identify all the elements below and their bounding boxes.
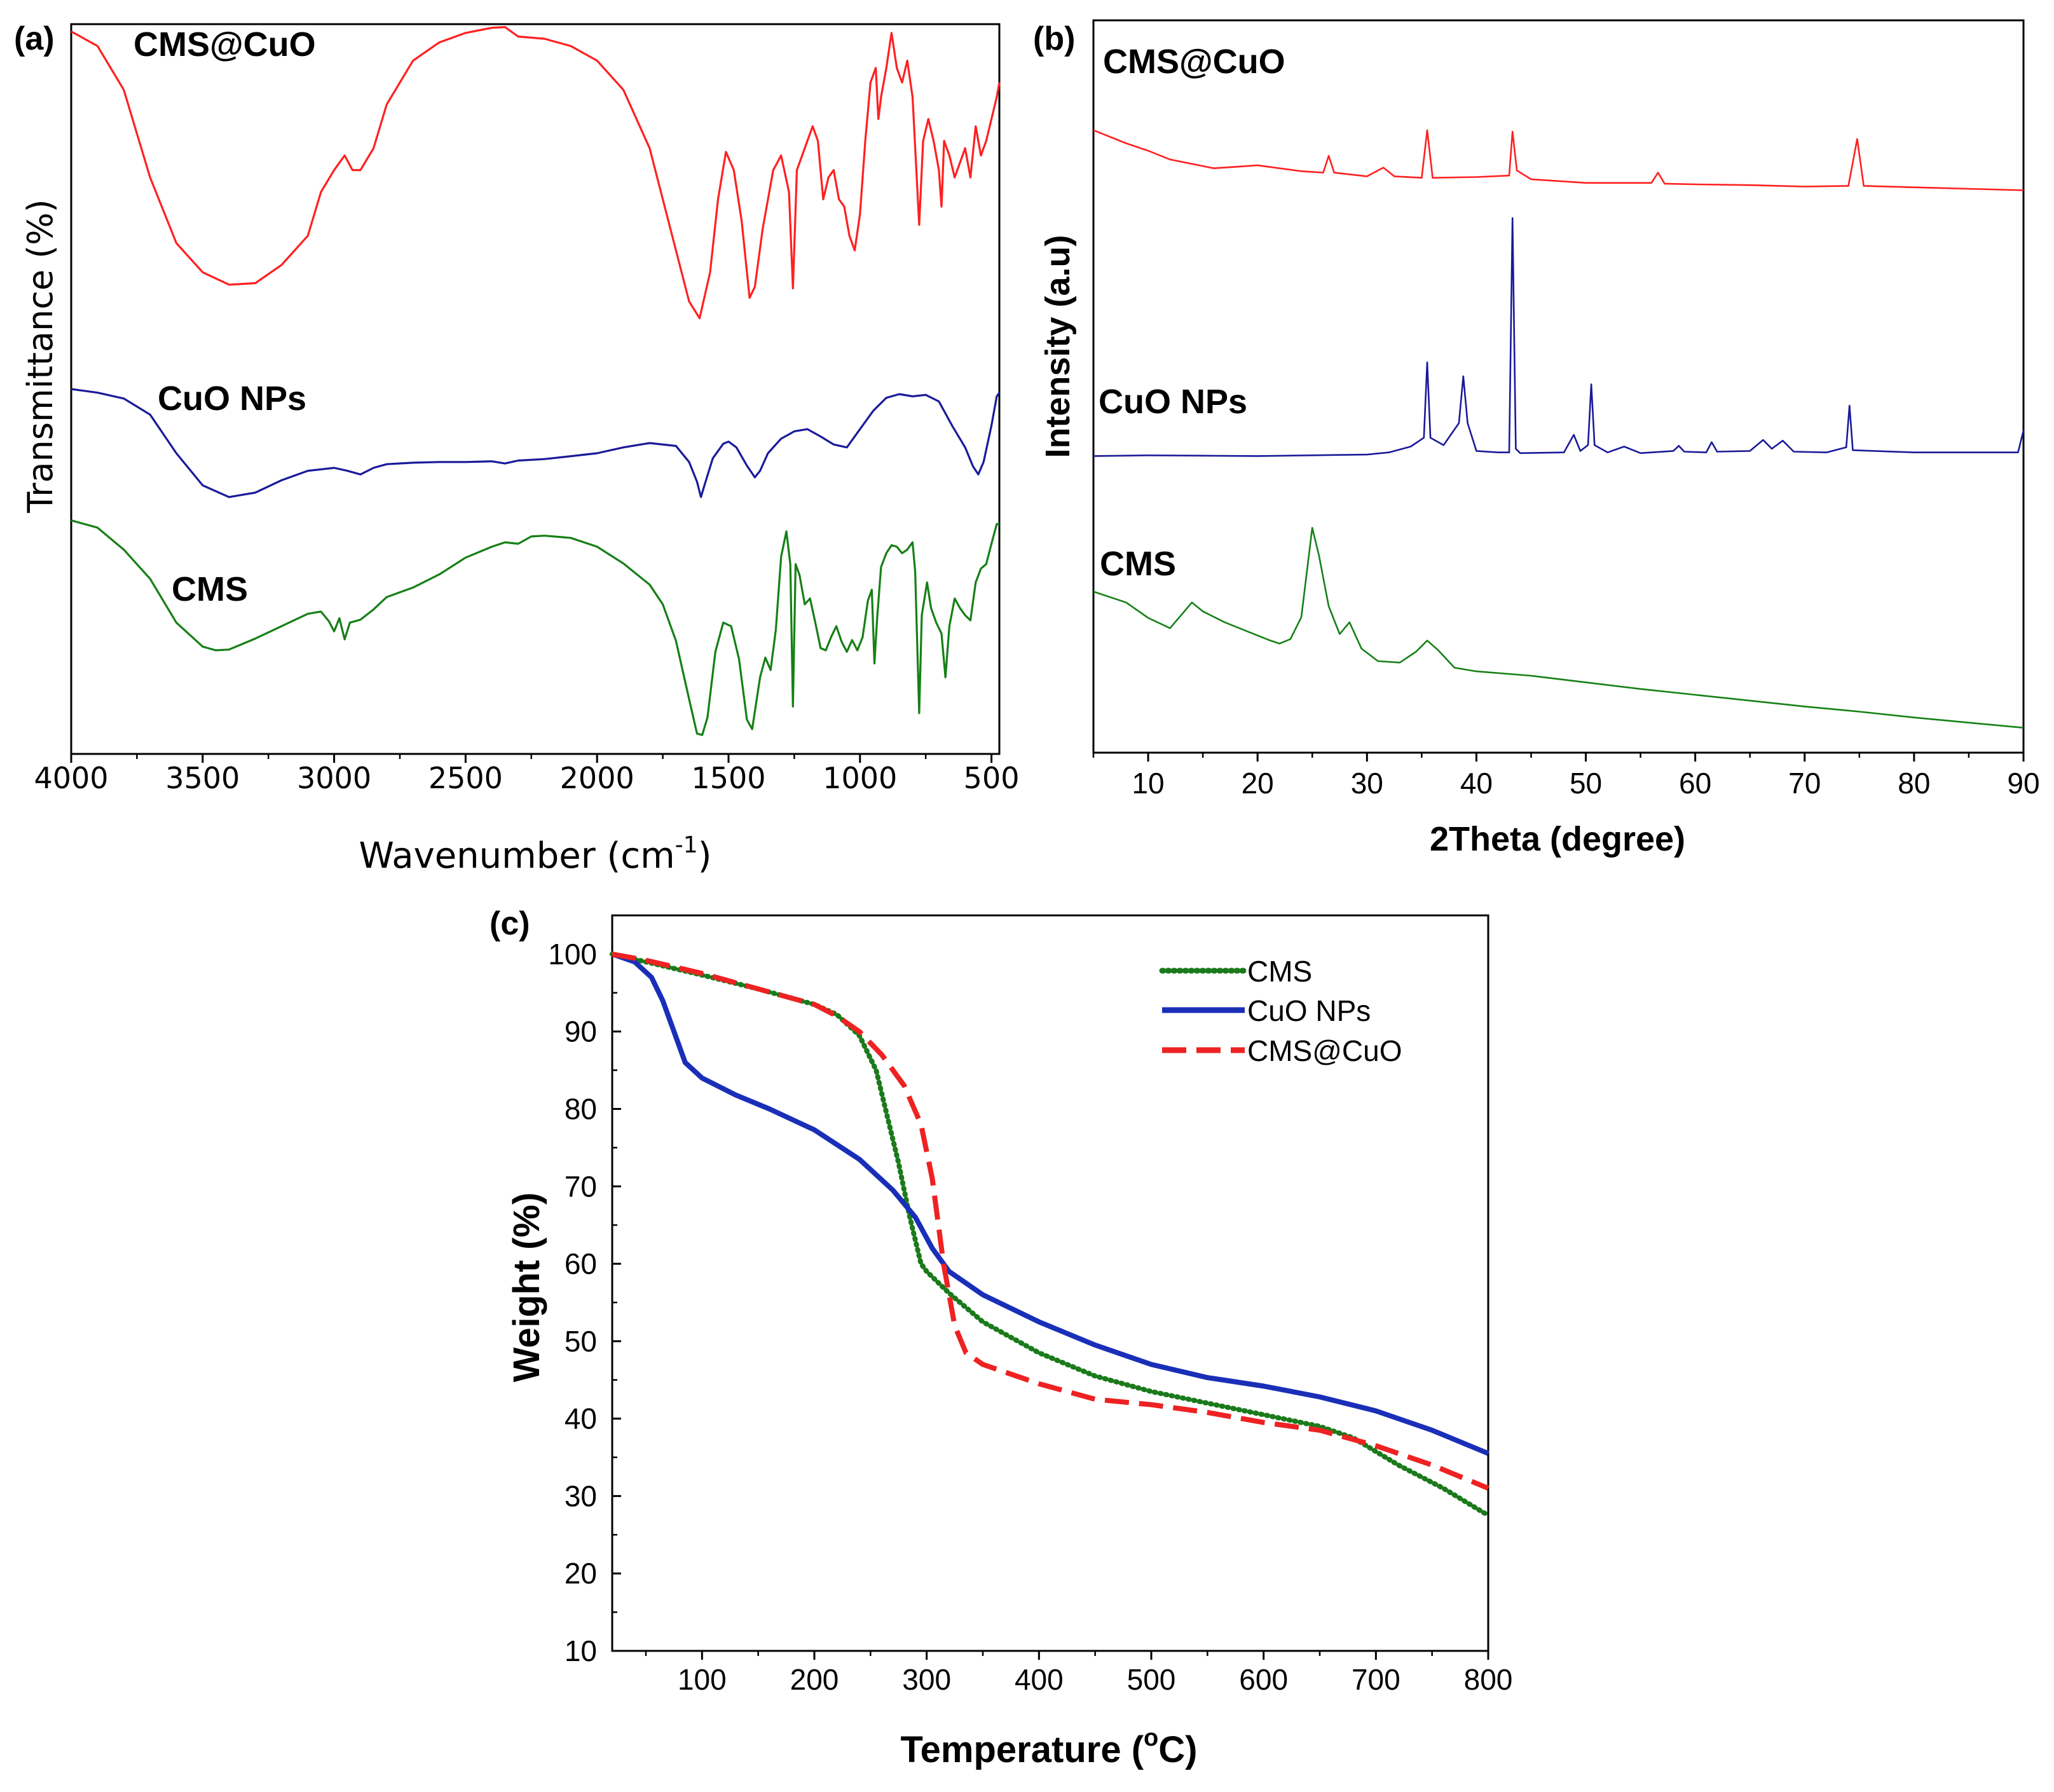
panel-b-series-label-cms: CMS [1100, 545, 1176, 583]
panel-c-ticks: 100 200 300 400 500 600 700 800 10 20 30 40 50 60 70 80… [548, 938, 1512, 1696]
legend-label-cms: CMS [1247, 955, 1312, 988]
x-tick-label: 1500 [691, 761, 765, 795]
x-tick-label: 90 [2007, 767, 2039, 800]
legend-label-cms-cuo: CMS@CuO [1247, 1034, 1402, 1067]
panel-a-series-label-cms: CMS [172, 570, 248, 608]
panel-c-xlabel-main: Temperature ( [901, 1729, 1144, 1770]
x-tick-label: 4000 [34, 761, 108, 795]
panel-a-series [71, 26, 1001, 736]
y-tick-label: 100 [548, 938, 597, 971]
y-tick-label: 80 [565, 1092, 597, 1125]
panel-a-xlabel-main: Wavenumber (cm [359, 835, 674, 877]
panel-c-xlabel-close: C) [1158, 1729, 1197, 1770]
x-tick-label: 40 [1460, 767, 1493, 800]
y-tick-label: 30 [565, 1479, 597, 1512]
panel-c-frame [611, 914, 1489, 1652]
panel-b: (b) 10 20 30 40 50 60 70 80 90 CMS@CuO CuO NPs C… [1033, 19, 2040, 858]
panel-c-legend: CMS CuO NPs CMS@CuO [1159, 955, 1402, 1067]
x-tick-label: 300 [902, 1663, 951, 1696]
y-tick-label: 40 [565, 1402, 597, 1435]
panel-a-xlabel-sup: -1 [675, 832, 698, 858]
series-line-cuo-nps [611, 952, 1489, 1456]
series-line-cms-cuo [1093, 129, 2024, 191]
series-line-cms [1093, 527, 2024, 729]
x-tick-label: 80 [1898, 767, 1930, 800]
legend-label-cuo-nps: CuO NPs [1247, 994, 1371, 1027]
panel-a-xlabel-close: ) [698, 835, 712, 877]
panel-b-frame [1092, 19, 2025, 754]
panel-b-series-label-cuo-nps: CuO NPs [1099, 383, 1247, 421]
panel-a-x-ticks: 4000 3500 3000 2500 2000 1500 1000 500 [34, 754, 1019, 795]
x-tick-label: 20 [1242, 767, 1274, 800]
x-tick-label: 70 [1788, 767, 1821, 800]
x-tick-label: 1000 [823, 761, 897, 795]
x-tick-label: 500 [1127, 1663, 1176, 1696]
x-tick-label: 10 [1132, 767, 1164, 800]
x-tick-label: 700 [1352, 1663, 1400, 1696]
x-tick-label: 100 [678, 1663, 727, 1696]
series-line-cms-cuo [71, 26, 1001, 320]
x-tick-label: 30 [1351, 767, 1383, 800]
panel-b-x-ticks: 10 20 30 40 50 60 70 80 90 [1092, 753, 2040, 800]
x-tick-label: 500 [964, 761, 1020, 795]
panel-a-ylabel: Transmittance (%) [20, 199, 60, 514]
x-tick-label: 2000 [560, 761, 634, 795]
panel-c-xlabel-sup: o [1144, 1725, 1158, 1751]
panel-a-series-label-cms-cuo: CMS@CuO [134, 25, 316, 64]
x-tick-label: 800 [1464, 1663, 1513, 1696]
y-tick-label: 10 [565, 1634, 597, 1667]
x-tick-label: 60 [1679, 767, 1711, 800]
panel-c-xlabel: Temperature (oC) [901, 1725, 1198, 1770]
x-tick-label: 3000 [297, 761, 371, 795]
x-tick-label: 600 [1239, 1663, 1288, 1696]
panel-c-label: (c) [490, 905, 530, 942]
panel-a-series-label-cuo-nps: CuO NPs [158, 380, 306, 418]
x-tick-label: 3500 [165, 761, 240, 795]
panel-b-label: (b) [1033, 20, 1075, 57]
panel-b-xlabel: 2Theta (degree) [1430, 820, 1685, 858]
panel-c-series [610, 951, 1491, 1518]
series-line-cms [71, 519, 999, 736]
x-tick-label: 200 [790, 1663, 839, 1696]
panel-c-ylabel: Weight (%) [506, 1193, 547, 1383]
panel-c: (c) 100 200 300 400 500 600 700 800 10 20 30 40 50 60… [490, 905, 1512, 1770]
series-line-cuo-nps [71, 388, 1001, 498]
series-line-cuo-nps [1093, 217, 2025, 457]
x-tick-label: 50 [1570, 767, 1602, 800]
y-tick-label: 20 [565, 1557, 597, 1590]
y-tick-label: 90 [565, 1015, 597, 1048]
panel-b-series [1093, 129, 2025, 729]
panel-b-ylabel: Intensity (a.u) [1039, 235, 1077, 458]
y-tick-label: 70 [565, 1170, 597, 1203]
x-tick-label: 2500 [428, 761, 503, 795]
panel-a-label: (a) [14, 20, 55, 57]
y-tick-label: 60 [565, 1247, 597, 1280]
panel-a: (a) 4000 3500 3000 2500 2000 1500 1000 500 CMS@… [14, 20, 1019, 877]
panel-a-xlabel: Wavenumber (cm-1) [359, 832, 711, 877]
panel-b-series-label-cms-cuo: CMS@CuO [1103, 43, 1285, 81]
x-tick-label: 400 [1015, 1663, 1064, 1696]
y-tick-label: 50 [565, 1325, 597, 1358]
